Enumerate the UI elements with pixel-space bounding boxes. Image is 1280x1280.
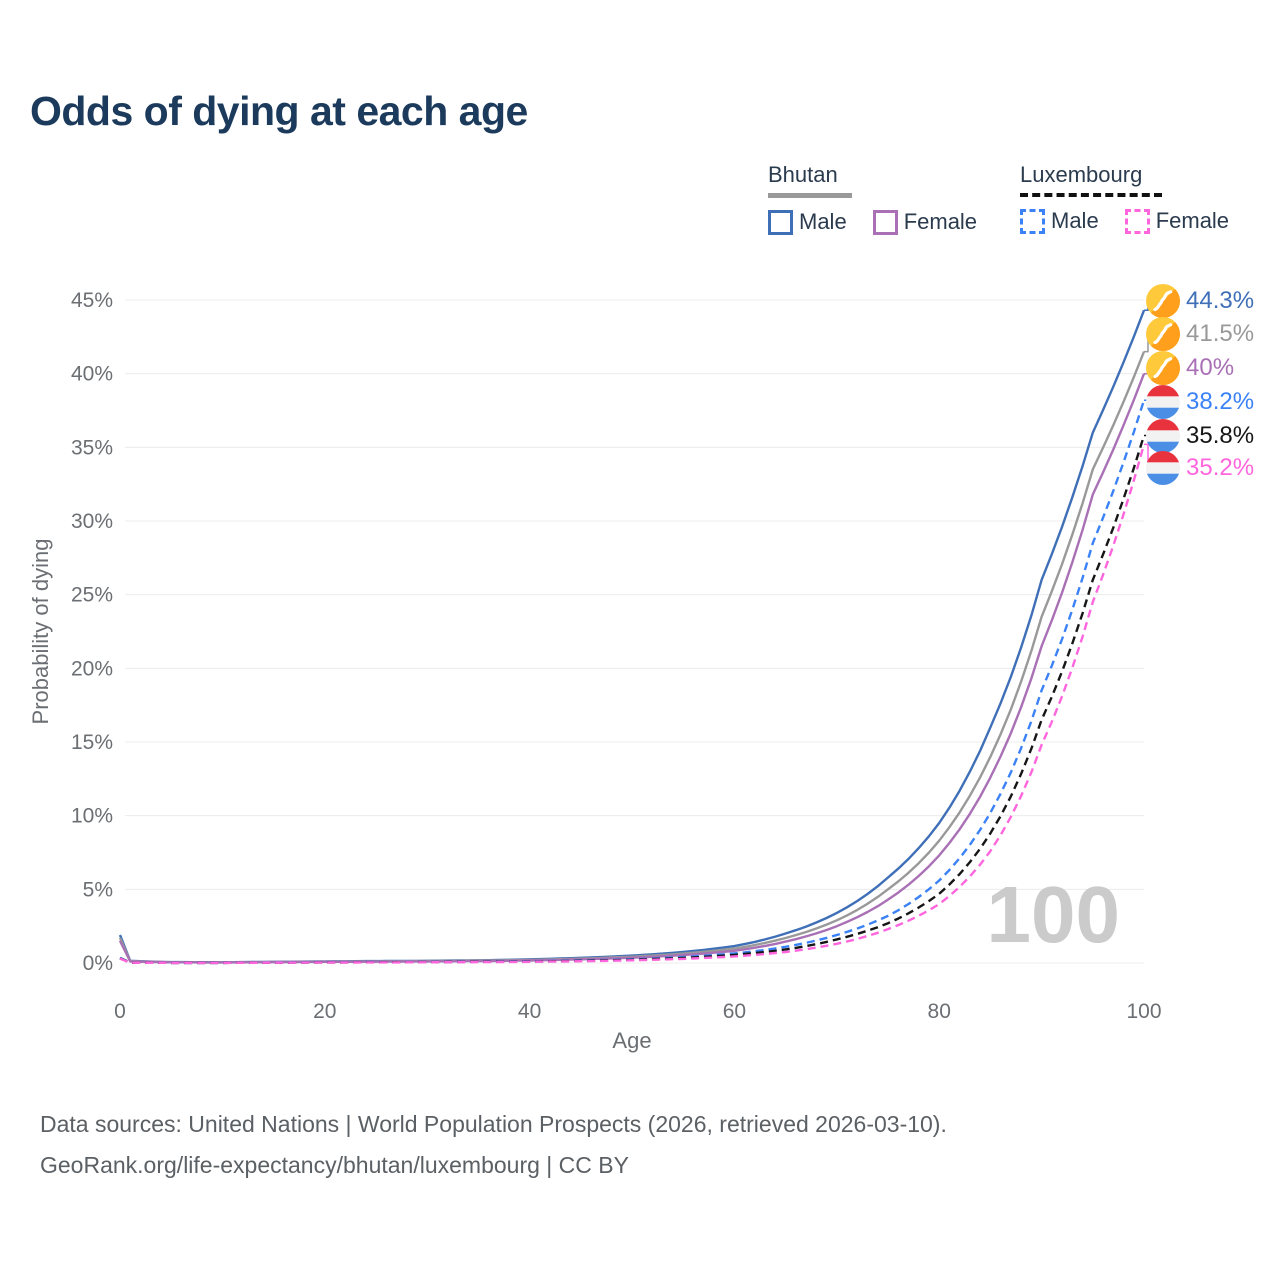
x-tick-label: 60 xyxy=(723,1000,746,1023)
legend-label: Male xyxy=(1051,208,1099,233)
x-tick-label: 0 xyxy=(114,1000,126,1023)
y-tick-label: 10% xyxy=(71,805,113,828)
legend-item-bhutan-male[interactable]: Male xyxy=(768,209,847,235)
end-value: 35.2% xyxy=(1186,454,1255,481)
luxembourg-flag-icon xyxy=(1146,419,1180,453)
series-line-bhutan-male[interactable] xyxy=(118,309,1146,964)
end-value: 38.2% xyxy=(1186,388,1255,415)
y-tick-label: 35% xyxy=(71,436,113,459)
legend-item-luxembourg-male[interactable]: Male xyxy=(1020,208,1099,234)
end-label-luxembourg-female: 35.2% xyxy=(1146,451,1254,485)
x-tick-label: 80 xyxy=(928,1000,951,1023)
y-tick-label: 25% xyxy=(71,584,113,607)
bhutan-line-swatch xyxy=(768,193,852,198)
luxembourg-female-swatch[interactable] xyxy=(1124,208,1150,234)
legend-label: Female xyxy=(1155,208,1230,233)
y-tick-label: 30% xyxy=(71,510,113,533)
y-tick-label: 45% xyxy=(71,289,113,312)
legend-label: Female xyxy=(903,209,978,234)
luxembourg-flag-icon xyxy=(1146,451,1180,485)
legend-country-luxembourg[interactable]: Luxembourg xyxy=(1020,162,1143,187)
end-value: 35.8% xyxy=(1186,422,1255,449)
legend-group-luxembourg: Luxembourg Male Female xyxy=(1020,162,1229,234)
x-tick-label: 100 xyxy=(1126,1000,1161,1023)
y-tick-label: 5% xyxy=(83,878,113,901)
bhutan-flag-icon xyxy=(1146,284,1180,318)
legend-group-bhutan: Bhutan Male Female xyxy=(768,162,977,235)
end-label-bhutan-male: 44.3% xyxy=(1146,284,1254,318)
end-value: 40% xyxy=(1186,354,1235,381)
end-label-luxembourg-both: 35.8% xyxy=(1146,419,1254,453)
footer-data-sources: Data sources: United Nations | World Pop… xyxy=(40,1111,947,1137)
end-value: 44.3% xyxy=(1186,287,1255,314)
x-tick-label: 40 xyxy=(518,1000,541,1023)
end-value: 41.5% xyxy=(1186,320,1255,347)
y-tick-label: 0% xyxy=(83,952,113,975)
x-tick-label: 20 xyxy=(313,1000,336,1023)
luxembourg-line-swatch xyxy=(1020,193,1162,197)
legend-label: Male xyxy=(799,209,847,234)
legend-item-luxembourg-female[interactable]: Female xyxy=(1124,208,1230,234)
page-title: Odds of dying at each age xyxy=(30,88,528,134)
series-line-luxembourg-female[interactable] xyxy=(119,444,1146,965)
x-axis-title: Age xyxy=(612,1028,651,1053)
bhutan-female-swatch[interactable] xyxy=(872,209,898,235)
age-watermark: 100 xyxy=(987,870,1120,959)
end-label-bhutan-female: 40% xyxy=(1146,351,1234,385)
y-tick-label: 15% xyxy=(71,731,113,754)
y-tick-label: 20% xyxy=(71,657,113,680)
bhutan-male-swatch[interactable] xyxy=(768,209,793,235)
end-label-luxembourg-male: 38.2% xyxy=(1146,385,1254,419)
luxembourg-flag-icon xyxy=(1146,385,1180,419)
y-tick-label: 40% xyxy=(71,363,113,386)
bhutan-flag-icon xyxy=(1146,317,1180,351)
footer: Data sources: United Nations | World Pop… xyxy=(40,1104,947,1186)
y-axis-title: Probability of dying xyxy=(28,539,53,725)
legend-country-bhutan[interactable]: Bhutan xyxy=(768,162,838,187)
bhutan-flag-icon xyxy=(1146,351,1180,385)
end-label-bhutan-both: 41.5% xyxy=(1146,317,1254,351)
luxembourg-male-swatch[interactable] xyxy=(1020,208,1045,234)
legend-item-bhutan-female[interactable]: Female xyxy=(872,209,978,235)
footer-url: GeoRank.org/life-expectancy/bhutan/luxem… xyxy=(40,1152,629,1178)
